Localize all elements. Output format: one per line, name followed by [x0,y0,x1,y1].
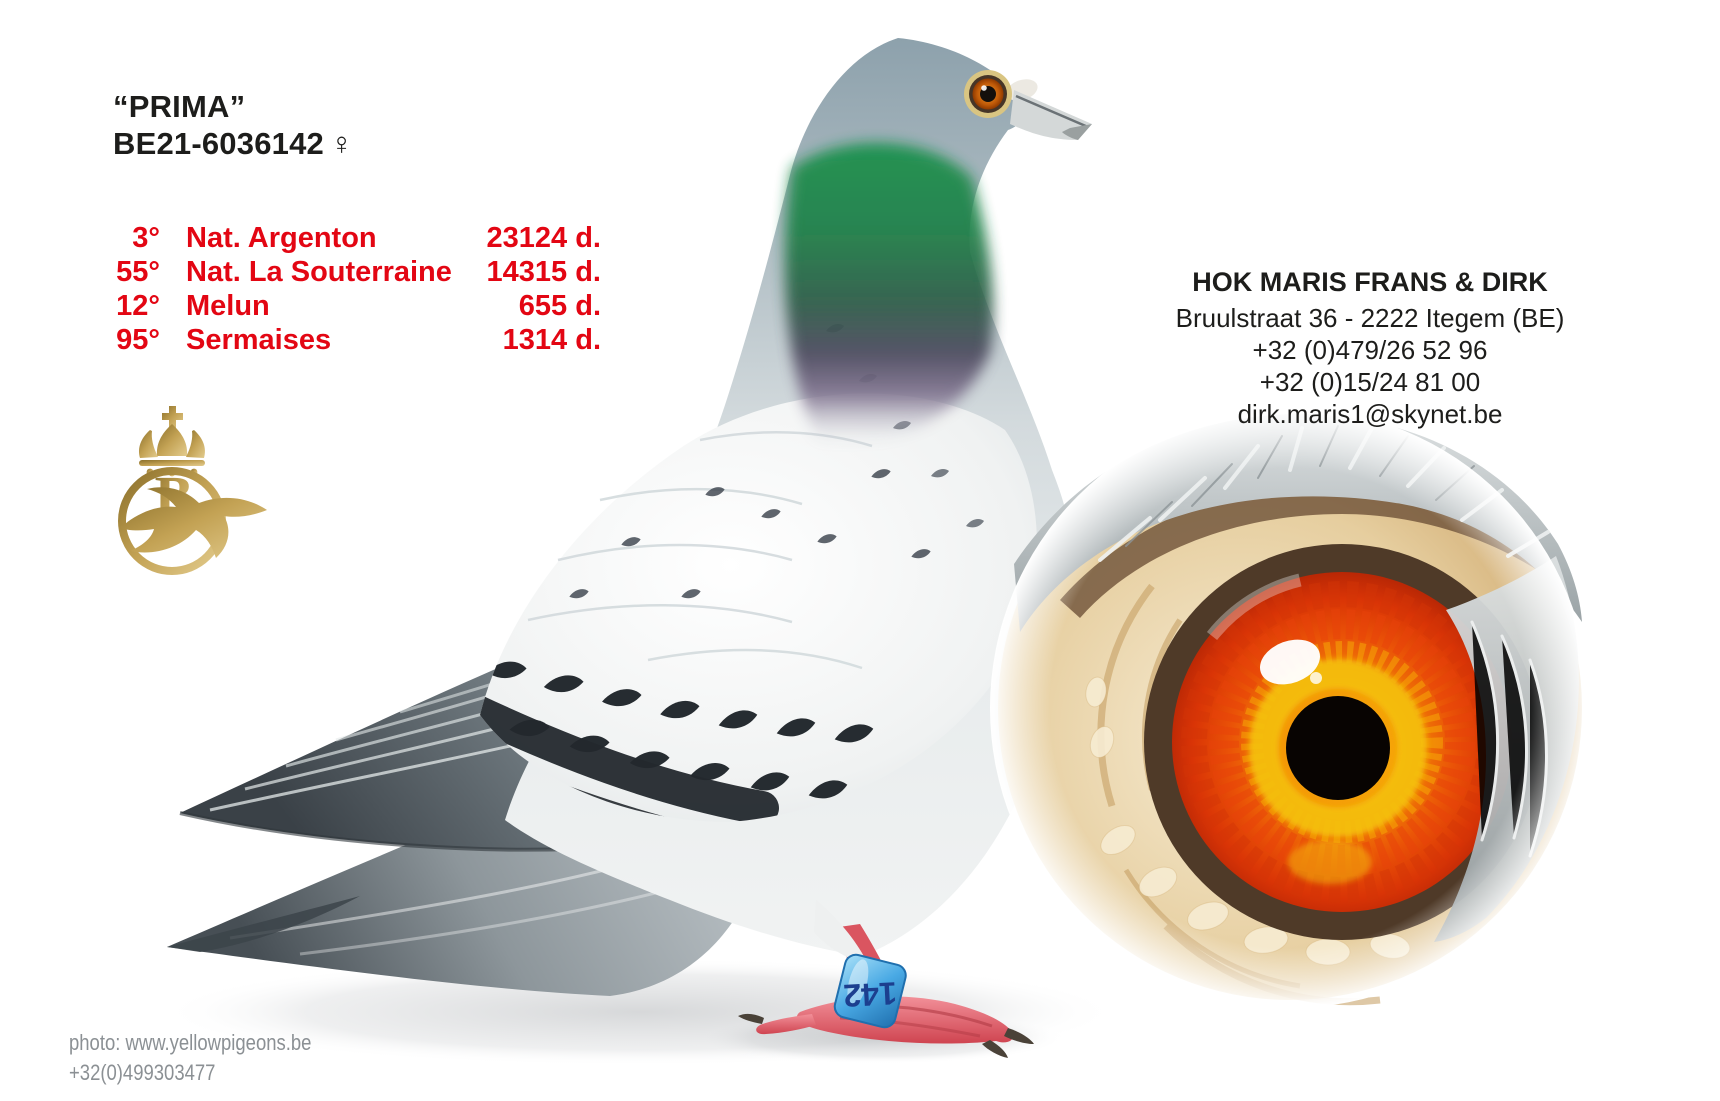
pigeon-ring-line: BE21-6036142 ♀ [113,125,359,162]
race-cell: Nat. La Souterraine [186,256,452,288]
title-block: “PRIMA” BE21-6036142 ♀ [113,88,359,162]
neck-iridescence [784,142,994,444]
pigeon-head [964,70,1092,140]
place-cell: 55° [116,256,160,288]
dove-icon [120,487,267,558]
crown-icon [139,406,205,477]
birds-cell: 655 d. [518,290,601,322]
place-cell: 12° [116,290,160,322]
loft-phone-1: +32 (0)479/26 52 96 [1252,335,1488,365]
birds-cell: 23124 d. [486,222,601,254]
rear-toe [756,1014,816,1035]
band-number: 142 [843,975,898,1014]
race-cell: Nat. Argenton [186,222,377,254]
result-row: 55° Nat. La Souterraine 14315 d. [0,255,601,289]
birds-cell: 1314 d. [502,324,601,356]
loft-name: HOK MARIS FRANS & DIRK [1192,267,1548,297]
photo-credit: photo: www.yellowpigeons.be [69,1030,312,1055]
loft-phone-2: +32 (0)15/24 81 00 [1259,367,1481,397]
pigeon-ring: BE21-6036142 [113,126,324,161]
eye-closeup-photo [990,408,1590,1008]
pigeon-name: “PRIMA” [113,89,246,124]
pigeon-leg: 142 [738,900,1034,1058]
pigeon-eye [964,70,1012,118]
kbdb-logo: B [118,406,267,575]
result-row: 95° Sermaises 1314 d. [0,323,601,357]
loft-contact-block: HOK MARIS FRANS & DIRK Bruulstraat 36 - … [1150,266,1590,430]
result-row: 12° Melun 655 d. [0,289,601,323]
place-cell: 3° [132,222,160,254]
eye-photo-fade [990,408,1590,1008]
race-cell: Sermaises [186,324,332,356]
loft-email: dirk.maris1@skynet.be [1237,399,1503,429]
leg-feathers [814,900,868,964]
race-cell: Melun [186,290,270,322]
credit-phone: +32(0)499303477 [69,1060,216,1085]
birds-cell: 14315 d. [486,256,601,288]
pigeon-photo: 142 [160,38,1120,1066]
leg-band: 142 [833,953,907,1029]
place-cell: 95° [116,324,160,356]
claws [738,1013,1034,1058]
photo-credit-block: photo: www.yellowpigeons.be +32(0)499303… [69,1028,311,1088]
result-row: 3° Nat. Argenton 23124 d. [0,221,601,255]
loft-address: Bruulstraat 36 - 2222 Itegem (BE) [1175,303,1565,333]
sex-symbol: ♀ [329,126,354,161]
results-table: 3° Nat. Argenton 23124 d. 55° Nat. La So… [0,221,601,357]
